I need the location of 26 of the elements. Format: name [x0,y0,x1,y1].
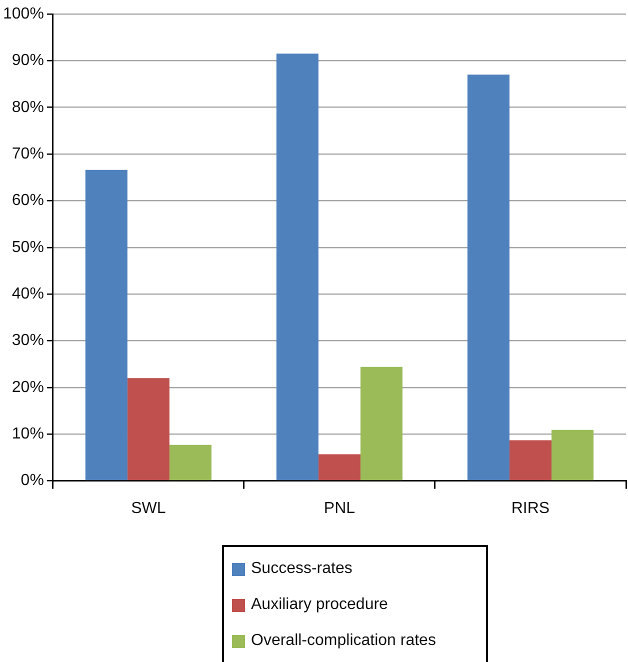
legend-label: Overall-complication rates [251,632,436,650]
legend-label: Success-rates [251,560,352,578]
bar [467,74,510,480]
y-tick-label: 0% [20,472,44,490]
bar [85,170,128,480]
y-tick-label: 50% [12,238,44,256]
bar [509,440,552,480]
bar [169,444,212,480]
y-tick-label: 90% [12,52,44,70]
bar [127,378,170,480]
legend-label: Auxiliary procedure [251,596,388,614]
bar [318,454,360,480]
y-tick-label: 80% [12,98,44,116]
y-tick-label: 60% [12,192,44,210]
y-tick-label: 100% [3,5,44,22]
bar [552,430,594,480]
y-tick-label: 40% [12,285,44,302]
x-tick-label: RIRS [511,500,550,517]
x-tick-label: SWL [131,500,166,517]
y-tick-label: 20% [12,378,44,396]
y-tick-label: 10% [12,426,44,443]
bar [360,366,402,480]
y-tick-label: 30% [12,332,44,350]
x-tick-label: PNL [324,500,356,517]
y-tick-label: 70% [12,145,44,162]
bar [276,54,318,480]
